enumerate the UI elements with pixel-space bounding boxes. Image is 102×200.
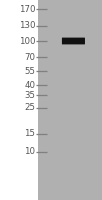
Text: 40: 40: [24, 81, 35, 90]
Text: 100: 100: [19, 36, 35, 46]
Text: 170: 170: [19, 4, 35, 14]
Text: 10: 10: [24, 148, 35, 156]
Text: 15: 15: [24, 130, 35, 138]
Text: 25: 25: [24, 104, 35, 112]
Text: 35: 35: [24, 90, 35, 99]
Bar: [38, 0, 102, 200]
Text: 130: 130: [19, 21, 35, 30]
Text: 55: 55: [24, 66, 35, 75]
FancyBboxPatch shape: [62, 38, 85, 44]
Text: 70: 70: [24, 52, 35, 62]
Bar: [0, 0, 38, 200]
